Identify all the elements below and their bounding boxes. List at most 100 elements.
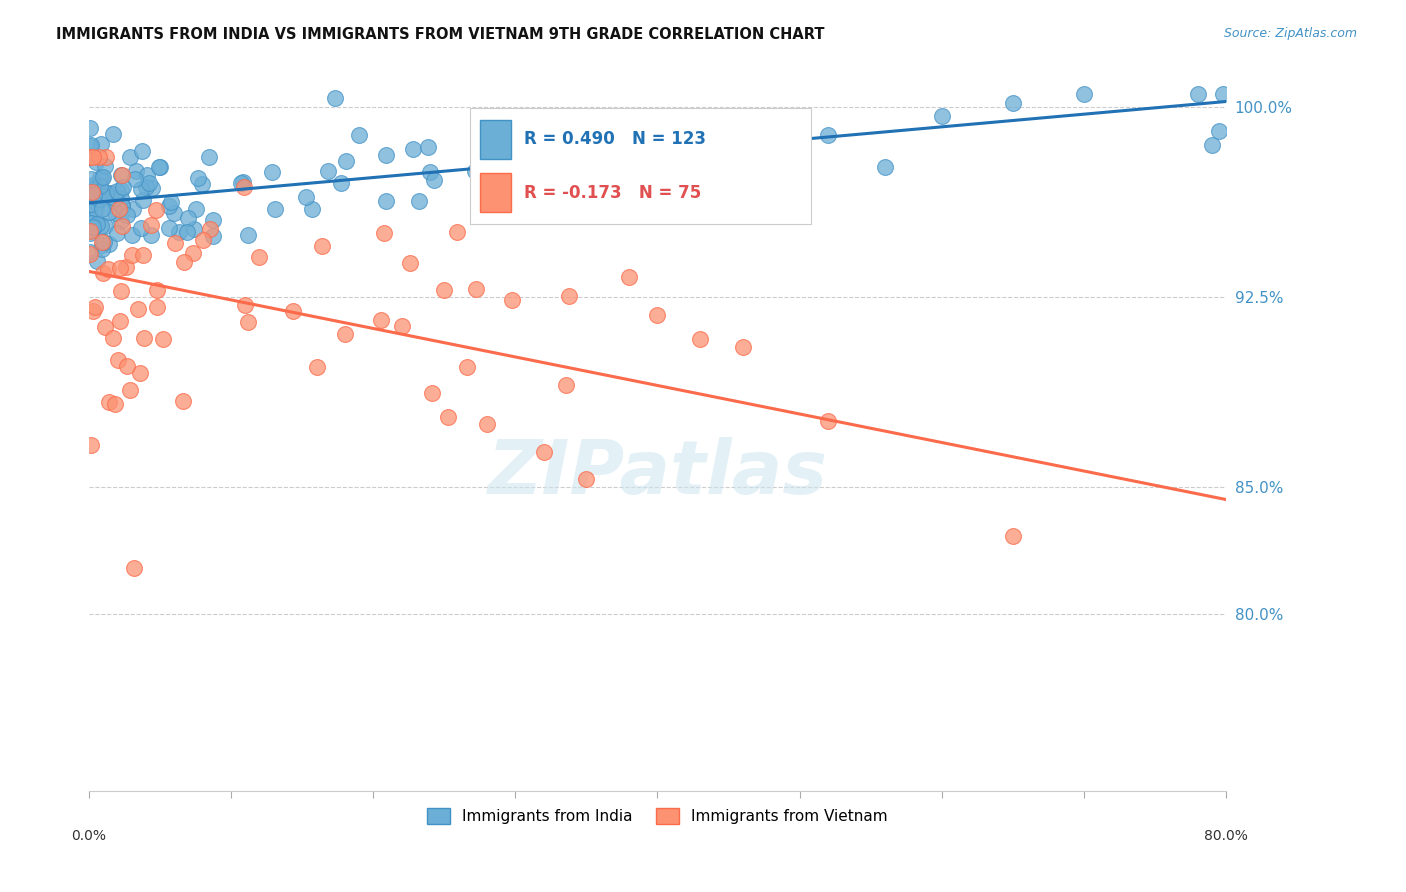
Point (94, 189, 117, 203)
Point (703, 167, 725, 181)
Point (157, 221, 180, 235)
Point (79, 247, 101, 261)
Point (931, 109, 953, 123)
Point (446, 225, 468, 239)
Point (138, 176, 160, 190)
Point (89, 192, 111, 206)
Point (96, 150, 118, 164)
Text: IMMIGRANTS FROM INDIA VS IMMIGRANTS FROM VIETNAM 9TH GRADE CORRELATION CHART: IMMIGRANTS FROM INDIA VS IMMIGRANTS FROM… (56, 27, 825, 42)
Point (110, 285, 132, 299)
Point (84, 181, 107, 195)
Text: 0.0%: 0.0% (72, 830, 107, 843)
Point (1212, 87, 1234, 101)
Point (554, 378, 576, 392)
Point (163, 235, 186, 250)
Point (111, 219, 134, 233)
Point (121, 202, 143, 216)
Point (79, 224, 101, 238)
Point (79, 120, 101, 135)
Point (108, 314, 131, 328)
Point (200, 222, 222, 236)
Point (533, 445, 555, 459)
Point (238, 227, 260, 242)
Point (114, 260, 136, 275)
Point (132, 248, 155, 262)
Point (402, 142, 425, 156)
Point (103, 194, 125, 209)
Point (83, 187, 105, 202)
Point (82, 150, 104, 164)
Point (141, 218, 163, 232)
Point (84, 186, 107, 201)
Point (370, 312, 392, 326)
Point (191, 233, 214, 247)
Point (80, 216, 103, 230)
Point (177, 211, 200, 225)
Point (176, 225, 198, 239)
Point (79, 139, 101, 153)
Point (83, 300, 105, 314)
Point (121, 248, 143, 262)
Point (202, 229, 225, 244)
Point (105, 185, 128, 199)
Point (90, 170, 112, 185)
Point (110, 183, 132, 197)
Point (80, 193, 103, 207)
Point (129, 220, 152, 235)
Point (91, 202, 114, 217)
Point (94, 219, 117, 233)
Point (91, 242, 114, 256)
Point (1073, 87, 1095, 101)
Point (93, 235, 115, 249)
Point (183, 222, 205, 236)
Legend: Immigrants from India, Immigrants from Vietnam: Immigrants from India, Immigrants from V… (422, 802, 894, 830)
Point (115, 359, 138, 373)
Point (86, 187, 108, 202)
Point (82, 223, 104, 237)
Point (96, 186, 118, 201)
Point (391, 318, 413, 333)
Point (86, 155, 108, 169)
Point (131, 144, 153, 158)
Point (301, 202, 323, 216)
Point (87, 150, 110, 164)
Point (91, 235, 114, 250)
Point (82, 178, 104, 192)
Point (316, 164, 339, 178)
Point (501, 293, 523, 308)
Point (408, 194, 430, 208)
Point (89, 171, 111, 186)
Point (90, 237, 112, 252)
Point (103, 331, 125, 345)
Point (1187, 87, 1209, 101)
Point (201, 212, 224, 227)
Point (163, 205, 186, 219)
Point (731, 340, 754, 354)
Point (475, 417, 498, 431)
Point (146, 284, 169, 298)
Point (120, 383, 142, 397)
Point (575, 472, 598, 486)
Point (471, 186, 494, 201)
Point (111, 168, 134, 182)
Point (329, 176, 352, 190)
Point (83, 179, 105, 194)
Point (647, 308, 669, 322)
Point (181, 246, 204, 260)
Point (817, 414, 839, 428)
Point (86, 253, 108, 268)
Point (91, 189, 114, 203)
Point (617, 270, 640, 285)
Point (145, 202, 167, 217)
Point (464, 163, 486, 178)
Point (110, 168, 132, 182)
Point (84, 195, 107, 210)
Point (91, 169, 114, 184)
Point (129, 366, 152, 380)
Point (647, 133, 669, 147)
Point (104, 192, 127, 206)
Point (82, 304, 104, 318)
Point (117, 208, 139, 222)
Point (101, 127, 124, 141)
Point (135, 180, 157, 194)
